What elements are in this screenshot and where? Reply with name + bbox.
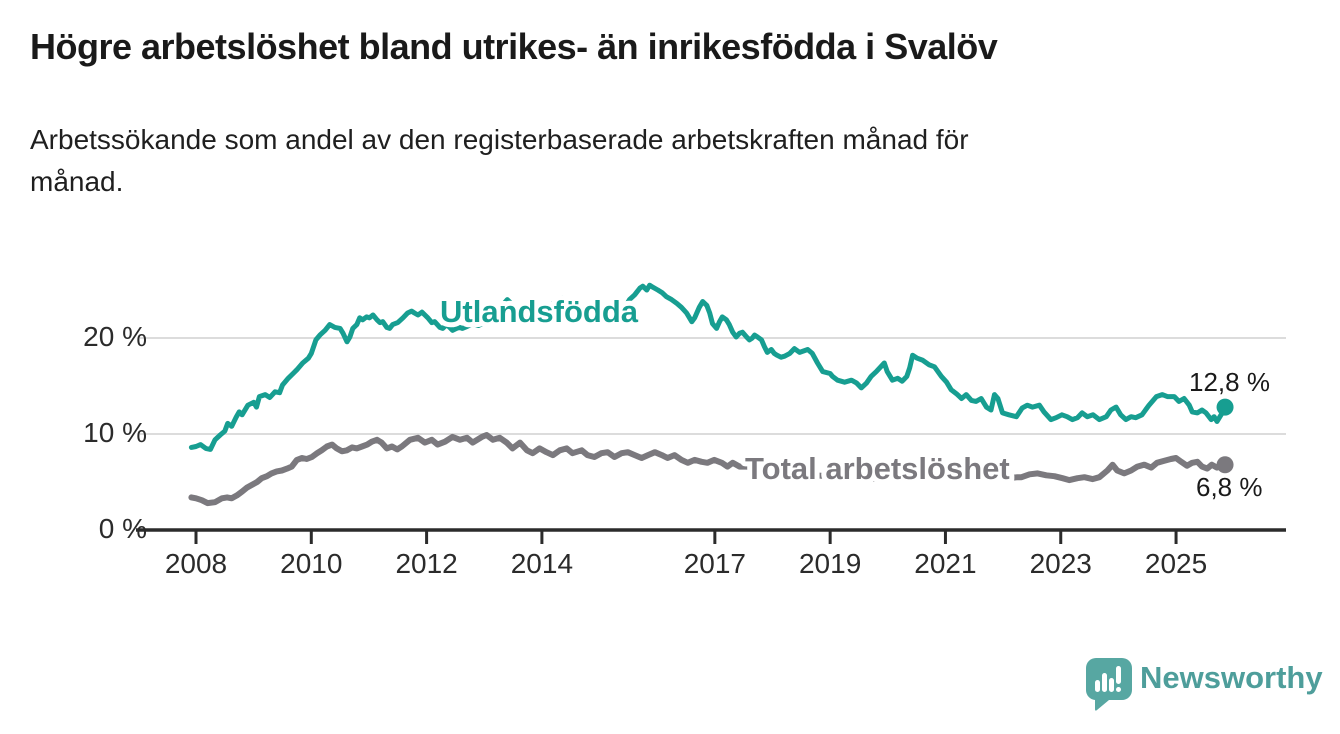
series-label-total: Total arbetslöshet [745, 451, 1010, 486]
end-value-label-utlandsfodda: 12,8 % [1189, 367, 1270, 397]
x-tick-label-2023: 2023 [1029, 548, 1092, 579]
x-tick-label-2017: 2017 [683, 548, 746, 579]
series-end-dot-utlandsfodda [1216, 398, 1234, 416]
x-tick-label-2008: 2008 [164, 548, 228, 579]
brand-name: Newsworthy [1140, 660, 1323, 695]
y-tick-label-10: 10 % [83, 417, 147, 448]
series-label-utlandsfodda: Utlandsfödda [440, 294, 639, 329]
gridlines [140, 337, 1286, 435]
logo-bars [1095, 666, 1121, 692]
page-title: Högre arbetslöshet bland utrikes- än inr… [30, 26, 998, 67]
data-series [188, 282, 1234, 507]
x-tick-label-2010: 2010 [280, 548, 343, 579]
subtitle-line-1: Arbetssökande som andel av den registerb… [30, 124, 969, 155]
series-end-dot-total [1216, 456, 1234, 474]
x-axis [136, 528, 1286, 544]
subtitle-line-2: månad. [30, 166, 124, 197]
y-tick-label-20: 20 % [83, 321, 147, 352]
x-tick-label-2012: 2012 [395, 548, 458, 579]
x-tick-label-2019: 2019 [798, 548, 862, 579]
series-line-utlandsfodda [188, 282, 1228, 452]
x-tick-label-2021: 2021 [914, 548, 977, 579]
y-tick-label-0: 0 % [98, 513, 147, 544]
x-tick-label-2014: 2014 [510, 548, 574, 579]
newsworthy-logo-icon [1086, 658, 1132, 711]
end-value-label-total: 6,8 % [1196, 472, 1263, 502]
x-tick-label-2025: 2025 [1144, 548, 1208, 579]
series-line-total [188, 432, 1229, 507]
